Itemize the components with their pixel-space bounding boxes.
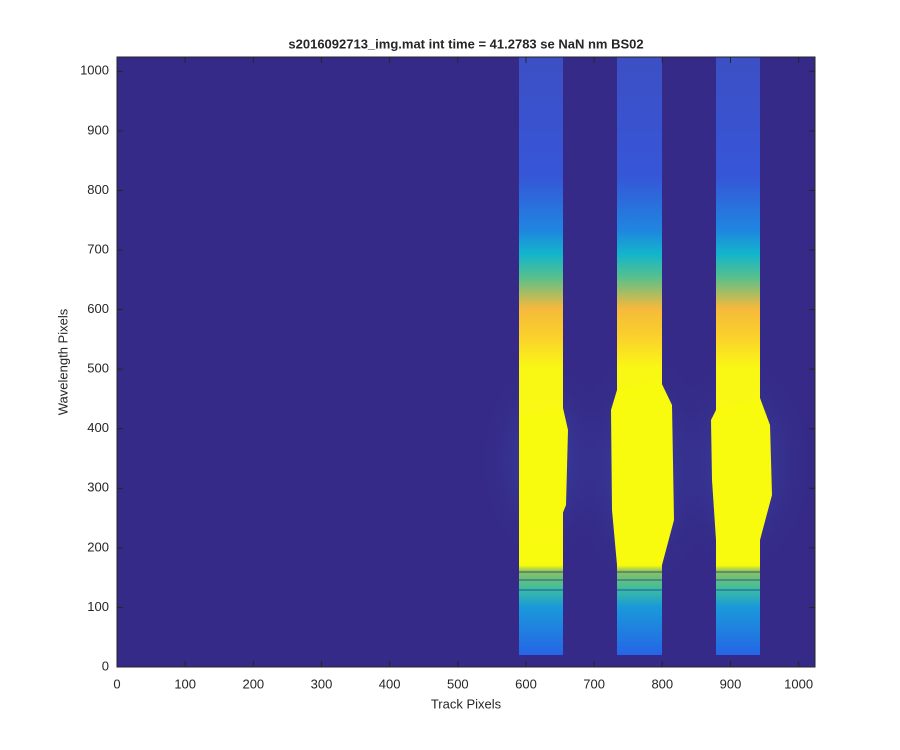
x-tick-label: 500 [447,676,469,691]
y-tick-label: 500 [87,361,109,376]
x-tick-label: 800 [651,676,673,691]
y-tick-label: 1000 [80,63,109,78]
x-tick-label: 0 [113,676,120,691]
image [475,57,815,655]
stripe [519,57,563,655]
x-tick-label: 200 [242,676,264,691]
bright-region [711,398,772,540]
bright-region [519,408,568,530]
stripe [617,57,662,655]
bright-region [611,380,674,565]
y-axis-label: Wavelength Pixels [55,308,70,415]
x-tick-label: 100 [174,676,196,691]
plot-background [117,57,815,667]
x-tick-label: 1000 [784,676,813,691]
axes-box [116,56,816,668]
y-tick-label: 300 [87,480,109,495]
y-tick-label: 900 [87,122,109,137]
x-axis-label: Track Pixels [431,696,502,711]
x-tick-label: 900 [720,676,742,691]
spectral-lines [519,571,760,591]
x-tick-label: 700 [583,676,605,691]
y-tick-label: 0 [102,658,109,673]
y-tick-label: 800 [87,182,109,197]
chart-title: s2016092713_img.mat int time = 41.2783 s… [288,36,643,51]
x-tick-label: 300 [311,676,333,691]
stripe [716,57,760,655]
y-tick-label: 100 [87,599,109,614]
x-tick-label: 600 [515,676,537,691]
x-tick-label: 400 [379,676,401,691]
y-tick-label: 700 [87,241,109,256]
y-tick-label: 200 [87,539,109,554]
y-tick-label: 600 [87,301,109,316]
y-tick-label: 400 [87,420,109,435]
